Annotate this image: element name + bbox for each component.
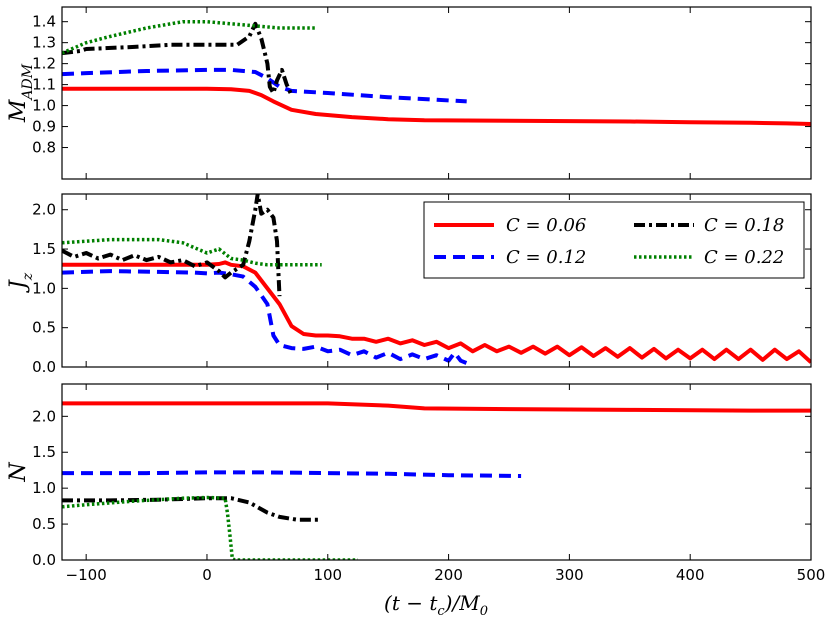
xlabel-sub-c: c bbox=[437, 604, 445, 619]
series-madm-c-0-22 bbox=[62, 19, 316, 55]
xtick-label: 500 bbox=[797, 566, 826, 584]
xlabel-sub-0: 0 bbox=[480, 604, 488, 619]
ytick-label-jz: 0.5 bbox=[32, 319, 56, 337]
series-madm-c-0-06 bbox=[62, 86, 811, 126]
ytick-label-madm: 1.3 bbox=[32, 34, 56, 52]
panel-madm-ticks: 0.8 0.9 1.0 1.1 1.2 1.3 1.4 bbox=[32, 7, 812, 179]
panel-madm: 0.8 0.9 1.0 1.1 1.2 1.3 1.4 MADM bbox=[6, 6, 812, 180]
ytick-label-jz: 0.0 bbox=[32, 358, 56, 376]
panel-jz: 0.0 0.5 1.0 1.5 2.0 Jz bbox=[6, 193, 812, 376]
legend-label-c012: C = 0.12 bbox=[506, 247, 586, 268]
madm-ylabel-main: M bbox=[6, 99, 31, 123]
ytick-label-n: 1.0 bbox=[32, 479, 56, 497]
ytick-label-jz: 2.0 bbox=[32, 201, 56, 219]
series-n-c-0-18 bbox=[62, 496, 322, 522]
jz-ylabel-sub: z bbox=[20, 272, 36, 281]
panel-n-series bbox=[62, 401, 811, 560]
panel-n-frame bbox=[61, 383, 812, 561]
ytick-label-n: 0.5 bbox=[32, 515, 56, 533]
xlabel-part-a: (t − t bbox=[384, 591, 438, 615]
legend-box bbox=[423, 201, 805, 279]
ytick-label-madm: 1.0 bbox=[32, 97, 56, 115]
series-n-c-0-06 bbox=[62, 401, 811, 413]
ytick-label-n: 1.5 bbox=[32, 443, 56, 461]
panel-jz-ylabel: Jz bbox=[6, 272, 36, 293]
panel-n-ticks: 0.0 0.5 1.0 1.5 2.0 bbox=[32, 384, 812, 569]
ytick-label-madm: 0.8 bbox=[32, 139, 56, 157]
xtick-label: 0 bbox=[202, 566, 212, 584]
series-n-c-0-22 bbox=[62, 495, 358, 560]
ytick-label-jz: 1.0 bbox=[32, 279, 56, 297]
ytick-label-madm: 1.4 bbox=[32, 13, 56, 31]
ytick-label-madm: 0.9 bbox=[32, 118, 56, 136]
series-jz-c-0-06 bbox=[62, 260, 811, 364]
series-n-c-0-12 bbox=[62, 470, 522, 478]
madm-ylabel-sub: ADM bbox=[20, 63, 36, 101]
series-jz-c-0-18 bbox=[62, 194, 282, 297]
series-madm-c-0-12 bbox=[62, 67, 467, 104]
xtick-label: 100 bbox=[313, 566, 342, 584]
panel-jz-ticks: 0.0 0.5 1.0 1.5 2.0 bbox=[32, 194, 812, 376]
ytick-label-n: 0.0 bbox=[32, 551, 56, 569]
x-axis-label: (t − tc)/M0 bbox=[384, 591, 488, 619]
panel-n-ylabel: N bbox=[6, 462, 31, 483]
panel-jz-series bbox=[62, 194, 811, 365]
x-tick-labels: −100 0 100 200 300 400 500 bbox=[66, 566, 826, 584]
ytick-label-madm: 1.1 bbox=[32, 76, 56, 94]
xtick-label: −100 bbox=[66, 566, 107, 584]
series-jz-c-0-22 bbox=[62, 237, 322, 267]
ytick-label-jz: 1.5 bbox=[32, 240, 56, 258]
panel-jz-frame bbox=[61, 193, 812, 368]
xtick-label: 400 bbox=[676, 566, 705, 584]
legend-label-c022: C = 0.22 bbox=[704, 247, 784, 268]
panel-madm-frame bbox=[61, 6, 812, 180]
series-jz-c-0-12 bbox=[62, 269, 468, 365]
xtick-label: 200 bbox=[434, 566, 463, 584]
panel-madm-ylabel: MADM bbox=[6, 63, 36, 123]
xtick-label: 300 bbox=[555, 566, 584, 584]
ytick-label-n: 2.0 bbox=[32, 407, 56, 425]
legend-label-c018: C = 0.18 bbox=[704, 215, 784, 236]
panel-n: 0.0 0.5 1.0 1.5 2.0 N bbox=[6, 383, 812, 569]
panel-madm-series bbox=[62, 19, 811, 126]
jz-ylabel-main: J bbox=[6, 279, 31, 293]
ytick-label-madm: 1.2 bbox=[32, 55, 56, 73]
legend-label-c006: C = 0.06 bbox=[506, 215, 586, 236]
xlabel-part-b: )/M bbox=[444, 591, 481, 615]
legend: C = 0.06 C = 0.12 C = 0.18 C = 0.22 bbox=[423, 201, 805, 279]
series-madm-c-0-18 bbox=[62, 21, 294, 96]
